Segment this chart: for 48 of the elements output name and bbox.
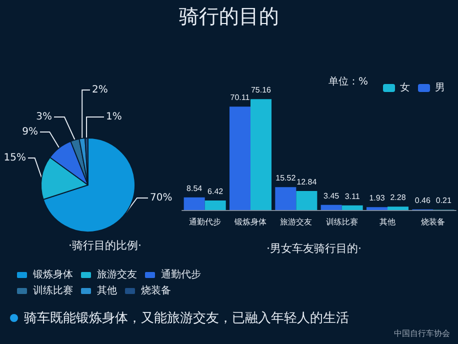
legend-label: 通勤代步 bbox=[161, 268, 201, 280]
legend-label: 训练比赛 bbox=[33, 284, 73, 296]
data-label: 0.21 bbox=[436, 196, 452, 206]
legend-label: 男 bbox=[435, 82, 445, 94]
data-label: 3.11 bbox=[344, 192, 360, 201]
bar bbox=[250, 99, 272, 210]
bar bbox=[184, 197, 205, 210]
data-label: 3% bbox=[36, 112, 52, 122]
legend-title: 单位：% bbox=[328, 76, 368, 88]
text: ·男女车友骑行目的· bbox=[266, 242, 362, 255]
legend-label: 烧装备 bbox=[141, 284, 171, 296]
legend-label: 女 bbox=[400, 82, 410, 94]
data-label: 15% bbox=[4, 152, 26, 164]
bar bbox=[320, 204, 342, 210]
bar bbox=[296, 191, 318, 210]
bar bbox=[204, 200, 226, 210]
legend-label: 锻炼身体 bbox=[32, 268, 73, 280]
x-tick-label: 旅游交友 bbox=[280, 218, 312, 226]
legend-label: 其他 bbox=[97, 284, 117, 296]
text: ·骑行目的比例· bbox=[68, 239, 142, 252]
data-label: 15.52 bbox=[276, 174, 296, 183]
data-label: 70.11 bbox=[230, 93, 250, 102]
x-tick-label: 训练比赛 bbox=[326, 218, 358, 226]
legend-label: 旅游交友 bbox=[97, 268, 137, 280]
data-label: 12.84 bbox=[296, 178, 318, 187]
data-label: 3.45 bbox=[324, 191, 340, 200]
text: 骑车既能锻炼身体，又能旅游交友，已融入年轻人的生活 bbox=[24, 310, 349, 327]
x-tick-label: 烧装备 bbox=[421, 218, 446, 226]
x-tick-label: 通勤代步 bbox=[188, 218, 221, 226]
bar bbox=[342, 205, 363, 210]
data-label: 75.16 bbox=[250, 86, 272, 95]
data-label: 0.46 bbox=[414, 196, 431, 205]
data-label: 1% bbox=[106, 112, 122, 122]
data-label: 2% bbox=[92, 84, 108, 96]
data-label: 70% bbox=[150, 192, 172, 204]
x-tick-label: 其他 bbox=[380, 218, 396, 226]
data-label: 9% bbox=[22, 126, 38, 138]
text: 中国自行车协会 bbox=[394, 328, 450, 339]
bar bbox=[229, 106, 250, 210]
data-label: 1.93 bbox=[369, 194, 386, 203]
bar bbox=[366, 207, 388, 210]
data-label: 8.54 bbox=[186, 184, 203, 193]
bar bbox=[388, 206, 409, 210]
data-label: 2.28 bbox=[390, 193, 406, 202]
x-tick-label: 锻炼身体 bbox=[234, 218, 266, 226]
chart-title: 骑行的目的 bbox=[179, 4, 279, 28]
bar bbox=[275, 187, 296, 210]
data-label: 6.42 bbox=[208, 187, 224, 196]
